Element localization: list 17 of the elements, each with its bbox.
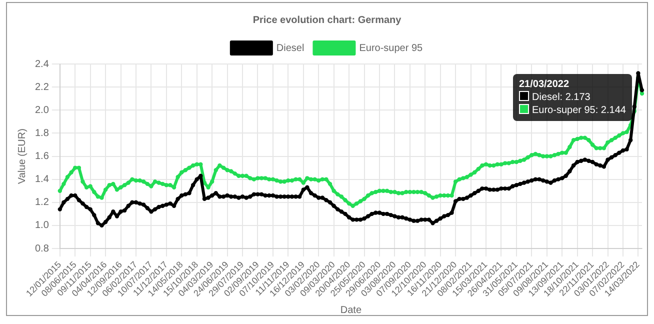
y-axis-title: Value (EUR) xyxy=(16,128,28,184)
legend-label: Diesel xyxy=(276,42,304,54)
legend-label: Euro-super 95 xyxy=(359,42,424,54)
annotation: 21/03/2022 xyxy=(519,79,570,90)
annotation: Diesel: 2.173 xyxy=(532,92,590,103)
y-tick-label: 2.2 xyxy=(34,82,50,93)
y-tick-label: 1.6 xyxy=(34,151,50,162)
chart-title: Price evolution chart: Germany xyxy=(252,14,402,26)
y-tick-label: 1.8 xyxy=(34,128,50,139)
annotation: Euro-super 95: 2.144 xyxy=(532,105,626,116)
y-tick-label: 0.8 xyxy=(34,243,50,254)
y-tick-label: 1.0 xyxy=(34,220,50,232)
y-tick-label: 2.4 xyxy=(34,58,50,70)
y-tick-label: 1.2 xyxy=(34,197,50,208)
x-axis-title: Date xyxy=(340,304,362,316)
y-tick-label: 2.0 xyxy=(34,104,50,116)
y-tick-label: 1.4 xyxy=(34,174,50,186)
